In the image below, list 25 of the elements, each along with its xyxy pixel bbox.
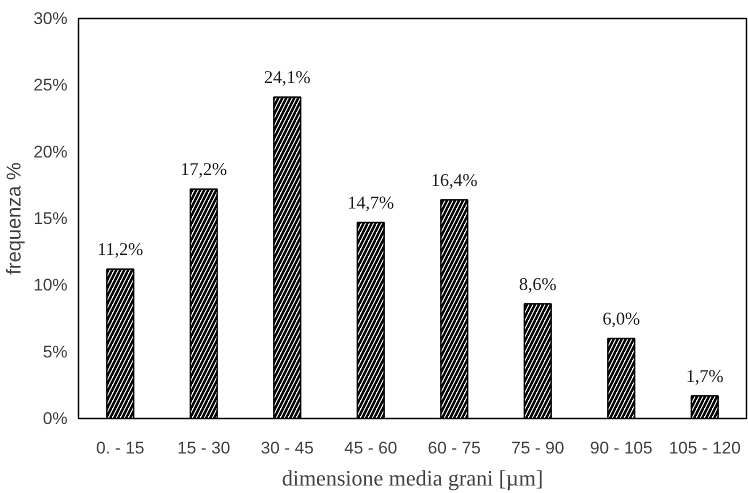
data-label: 1,7% (686, 366, 724, 386)
x-tick-label: 105 - 120 (668, 438, 741, 458)
data-label: 11,2% (97, 239, 144, 260)
y-tick-label: 30% (33, 9, 68, 28)
y-tick-label: 10% (33, 276, 68, 295)
x-tick-label: 15 - 30 (177, 438, 230, 458)
x-tick-label: 60 - 75 (428, 438, 481, 458)
data-label: 6,0% (602, 308, 640, 328)
data-label: 8,6% (519, 274, 557, 294)
x-tick-label: 75 - 90 (511, 438, 564, 458)
y-tick-label: 5% (42, 342, 68, 362)
y-tick-label: 15% (33, 209, 68, 228)
y-tick-label: 25% (33, 76, 68, 95)
x-axis-title: dimensione media grani [µm] (282, 466, 544, 490)
data-label: 16,4% (431, 170, 478, 190)
y-axis-title: frequenza % (3, 162, 26, 275)
data-label: 17,2% (180, 159, 228, 180)
x-tick-label: 30 - 45 (260, 438, 314, 458)
data-label: 14,7% (348, 192, 394, 212)
x-tick-label: 0. - 15 (96, 438, 144, 458)
y-tick-label: 0% (42, 409, 68, 428)
x-tick-label: 90 - 105 (590, 438, 652, 458)
y-tick-label: 20% (33, 142, 68, 162)
x-tick-label: 45 - 60 (344, 438, 398, 458)
data-label: 24,1% (264, 67, 311, 88)
